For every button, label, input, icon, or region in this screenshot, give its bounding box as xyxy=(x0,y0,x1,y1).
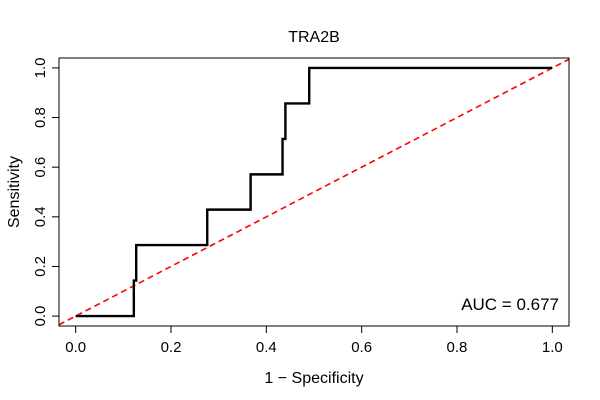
auc-annotation: AUC = 0.677 xyxy=(461,295,559,314)
y-axis-label: Sensitivity xyxy=(6,156,23,228)
x-tick-label: 0.8 xyxy=(447,339,468,356)
roc-curve-line xyxy=(75,66,553,318)
x-tick-label: 0.4 xyxy=(256,339,277,356)
y-tick-label: 0.0 xyxy=(32,306,49,327)
x-tick-label: 1.0 xyxy=(542,339,563,356)
y-tick-label: 1.0 xyxy=(32,57,49,78)
y-tick-label: 0.4 xyxy=(32,206,49,227)
plot-frame xyxy=(58,57,570,327)
reference-diagonal-line xyxy=(58,58,570,326)
x-axis-label: 1 − Specificity xyxy=(264,370,363,387)
x-tick-label: 0.2 xyxy=(161,339,182,356)
chart-title: TRA2B xyxy=(288,29,340,46)
y-tick-label: 0.2 xyxy=(32,256,49,277)
y-tick-label: 0.6 xyxy=(32,157,49,178)
y-tick-label: 0.8 xyxy=(32,107,49,128)
x-tick-label: 0.6 xyxy=(351,339,372,356)
x-tick-label: 0.0 xyxy=(65,339,86,356)
